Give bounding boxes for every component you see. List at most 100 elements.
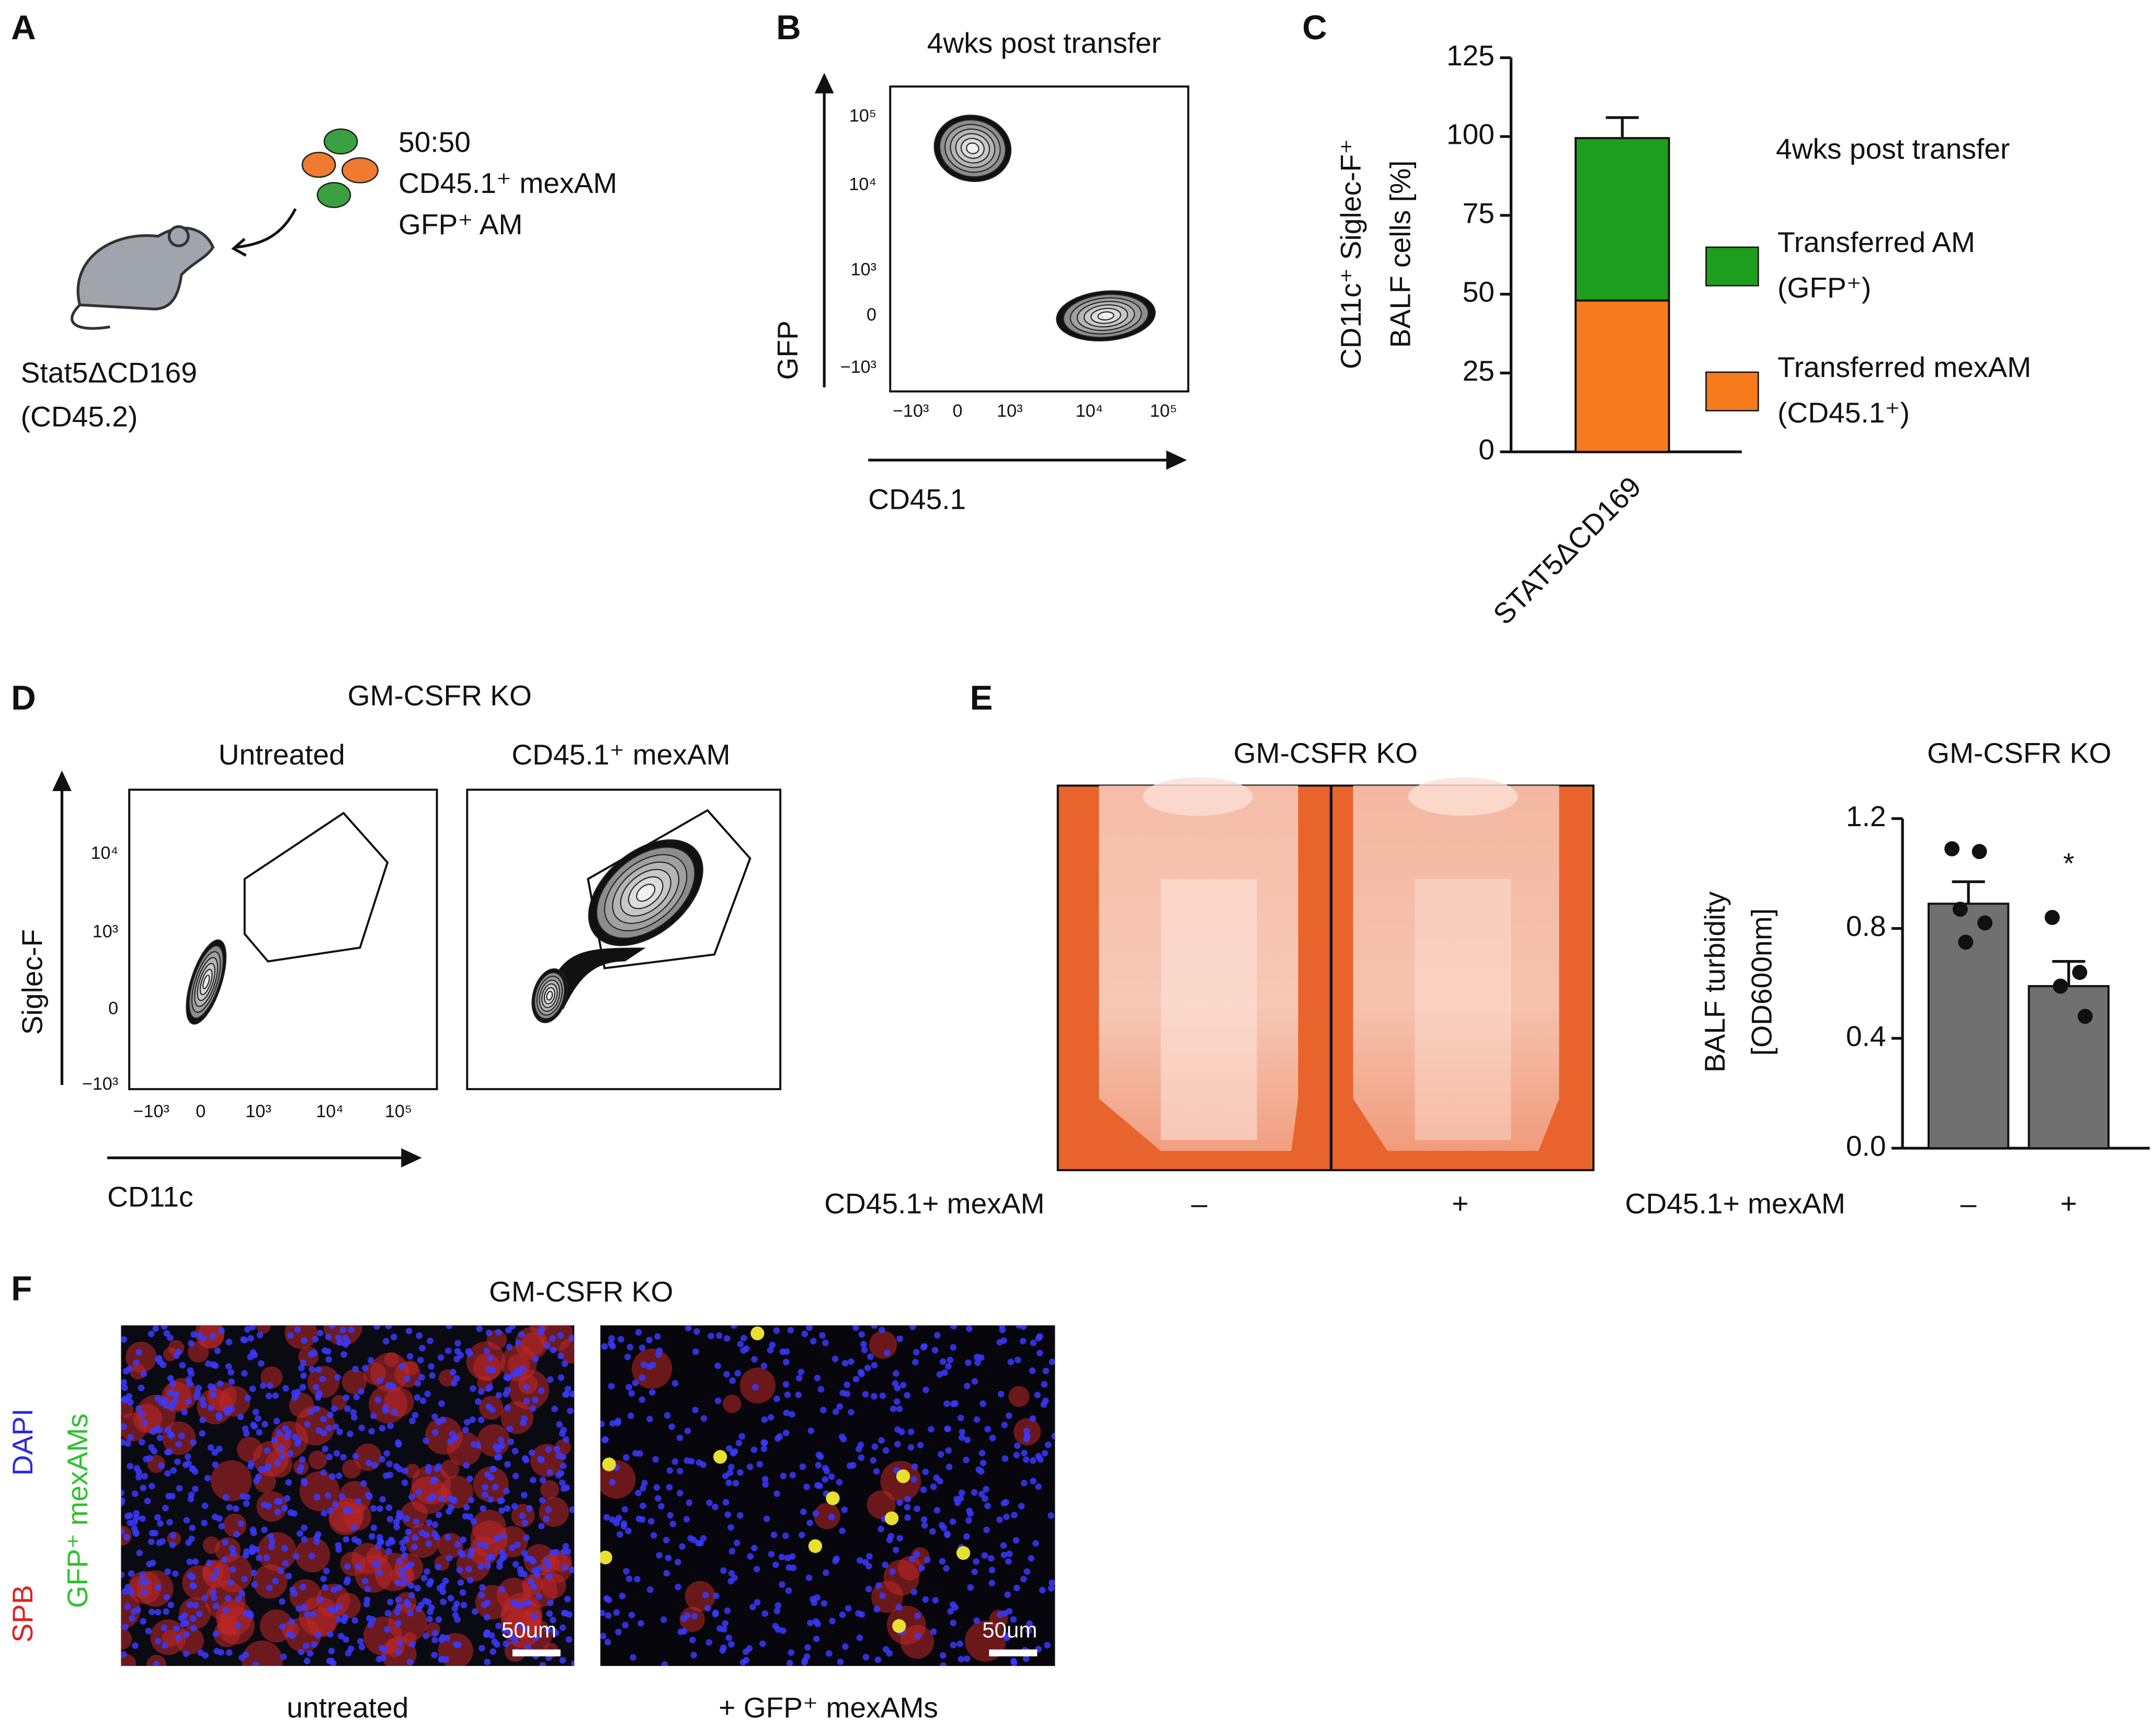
nucleus (395, 1514, 402, 1522)
nucleus (429, 1372, 436, 1379)
nucleus (229, 1566, 236, 1573)
nucleus (797, 1368, 805, 1376)
nucleus (450, 1497, 458, 1503)
stain-spot (384, 1352, 400, 1367)
nucleus (452, 1641, 460, 1648)
nucleus (476, 1325, 483, 1332)
nucleus (340, 1454, 347, 1461)
x-tick-label: 10⁵ (1150, 401, 1177, 421)
nucleus (310, 1611, 317, 1618)
nucleus (129, 1615, 135, 1622)
nucleus (784, 1391, 791, 1398)
nucleus (988, 1580, 996, 1586)
nucleus (307, 1408, 315, 1415)
nucleus (369, 1533, 375, 1540)
nucleus (1004, 1591, 1011, 1598)
axis-label: CD11c (107, 1181, 193, 1213)
nucleus (475, 1398, 482, 1405)
nucleus (343, 1506, 350, 1514)
nucleus (368, 1427, 375, 1435)
data-point (2077, 1009, 2093, 1024)
condition-value: – (1191, 1187, 1207, 1220)
nucleus (565, 1636, 573, 1643)
nucleus (196, 1332, 203, 1339)
nucleus (982, 1495, 988, 1502)
nucleus (192, 1602, 199, 1609)
nucleus (495, 1329, 502, 1336)
nucleus (334, 1374, 341, 1381)
arrow-head (231, 238, 247, 257)
nucleus (215, 1414, 223, 1421)
nucleus (435, 1616, 442, 1623)
nucleus (469, 1547, 475, 1554)
nucleus (722, 1499, 730, 1506)
nucleus (767, 1414, 774, 1421)
nucleus (188, 1491, 195, 1499)
nucleus (426, 1616, 433, 1623)
nucleus (867, 1353, 874, 1360)
cell-label: GFP⁺ AM (398, 208, 522, 241)
nucleus (915, 1632, 921, 1640)
nucleus (787, 1327, 794, 1334)
nucleus (484, 1471, 491, 1478)
nucleus (433, 1534, 440, 1541)
nucleus (865, 1585, 872, 1593)
nucleus (939, 1652, 947, 1659)
nucleus (922, 1386, 929, 1394)
nucleus (379, 1456, 386, 1463)
nucleus (784, 1555, 791, 1561)
nucleus (896, 1335, 903, 1342)
nucleus (917, 1442, 924, 1449)
nucleus (169, 1380, 176, 1387)
nucleus (727, 1524, 734, 1531)
nucleus (958, 1655, 965, 1663)
nucleus (126, 1512, 133, 1519)
nucleus (836, 1479, 843, 1486)
nucleus (370, 1505, 377, 1512)
nucleus (498, 1507, 505, 1514)
nucleus (959, 1434, 965, 1441)
nucleus (313, 1493, 321, 1501)
nucleus (330, 1607, 338, 1615)
photo (1056, 777, 1595, 1171)
nucleus (476, 1540, 483, 1548)
nucleus (210, 1574, 217, 1581)
nucleus (250, 1529, 257, 1536)
nucleus (391, 1333, 397, 1341)
legend-title: 4wks post transfer (1776, 132, 2010, 165)
nucleus (963, 1655, 971, 1662)
nucleus (212, 1461, 219, 1468)
nucleus (438, 1636, 445, 1643)
nucleus (619, 1593, 626, 1600)
nucleus (466, 1577, 474, 1584)
nucleus (943, 1400, 950, 1407)
mouse-icon (71, 225, 215, 330)
nucleus (521, 1625, 528, 1632)
nucleus (183, 1631, 190, 1638)
nucleus (939, 1558, 946, 1565)
nucleus (278, 1453, 286, 1460)
panel-letter: B (776, 8, 801, 47)
nucleus (690, 1652, 697, 1659)
nucleus (896, 1499, 903, 1506)
nucleus (555, 1472, 562, 1479)
nucleus (283, 1433, 291, 1440)
nucleus (483, 1631, 490, 1638)
nucleus (605, 1612, 612, 1619)
cell-label: CD45.1⁺ mexAM (398, 167, 617, 199)
nucleus (743, 1345, 750, 1352)
nucleus (1018, 1503, 1025, 1510)
nucleus (1042, 1367, 1050, 1375)
nucleus (839, 1611, 846, 1618)
legend-swatch (1705, 371, 1759, 412)
nucleus (294, 1326, 301, 1333)
nucleus (201, 1520, 208, 1527)
nucleus (154, 1584, 162, 1591)
nucleus (298, 1648, 305, 1655)
nucleus (509, 1325, 516, 1330)
nucleus (214, 1347, 221, 1354)
nucleus (291, 1510, 298, 1517)
nucleus (364, 1585, 371, 1592)
nucleus (519, 1601, 527, 1608)
nucleus (561, 1360, 568, 1367)
